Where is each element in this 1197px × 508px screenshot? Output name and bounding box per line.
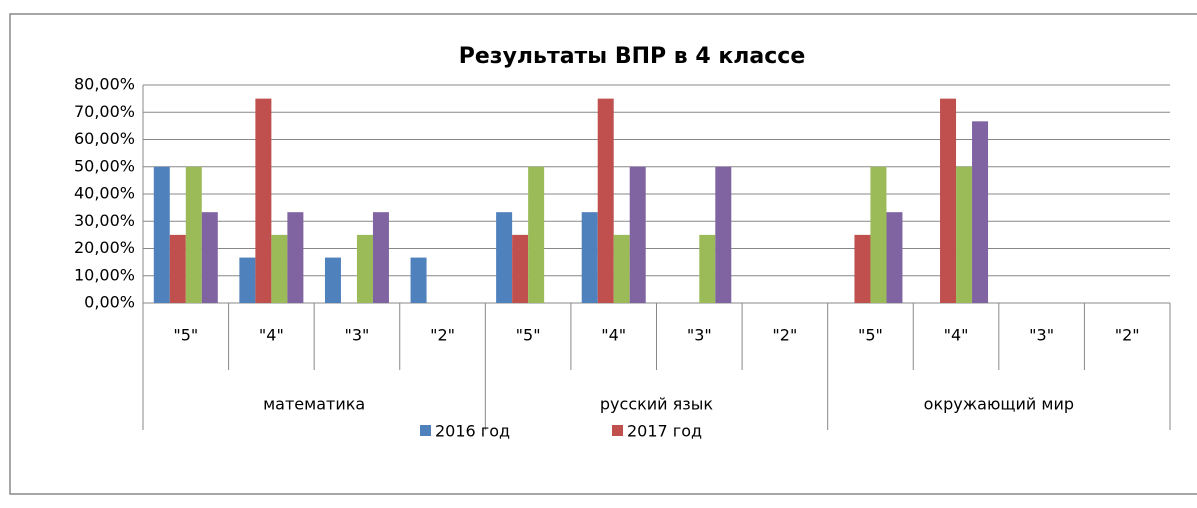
y-tick-label: 40,00% bbox=[74, 184, 135, 203]
bar bbox=[410, 257, 427, 303]
x-tick-label: "5" bbox=[516, 326, 541, 345]
bar bbox=[940, 98, 957, 303]
x-tick-label: "5" bbox=[858, 326, 883, 345]
bar bbox=[870, 166, 887, 303]
x-tick-label: "2" bbox=[772, 326, 797, 345]
bar bbox=[715, 166, 732, 303]
bar bbox=[956, 166, 973, 303]
bar bbox=[854, 234, 871, 303]
bar bbox=[271, 234, 288, 303]
bar bbox=[356, 234, 373, 303]
bar bbox=[629, 166, 646, 303]
y-tick-label: 50,00% bbox=[74, 156, 135, 175]
bar bbox=[287, 212, 304, 303]
chart-title: Результаты ВПР в 4 классе bbox=[459, 44, 806, 69]
bar bbox=[201, 212, 218, 303]
bar bbox=[169, 234, 186, 303]
y-tick-label: 30,00% bbox=[74, 211, 135, 230]
bar bbox=[528, 166, 545, 303]
x-tick-label: "4" bbox=[601, 326, 626, 345]
bar bbox=[886, 212, 903, 303]
bar bbox=[185, 166, 202, 303]
bar bbox=[496, 212, 513, 303]
bar bbox=[972, 121, 989, 303]
group-label: русский язык bbox=[600, 395, 714, 414]
bar bbox=[153, 166, 170, 303]
legend-label: 2016 год bbox=[435, 422, 510, 441]
bar bbox=[512, 234, 529, 303]
legend-label: 2017 год bbox=[627, 422, 702, 441]
bar bbox=[597, 98, 614, 303]
x-tick-label: "2" bbox=[1115, 326, 1140, 345]
y-tick-label: 80,00% bbox=[74, 75, 135, 94]
x-tick-label: "3" bbox=[345, 326, 370, 345]
y-tick-label: 20,00% bbox=[74, 238, 135, 257]
bar bbox=[613, 234, 630, 303]
y-tick-label: 60,00% bbox=[74, 129, 135, 148]
bar bbox=[324, 257, 341, 303]
group-label: окружающий мир bbox=[924, 395, 1074, 414]
bar bbox=[372, 212, 389, 303]
group-label: математика bbox=[263, 395, 365, 414]
y-tick-label: 0,00% bbox=[84, 293, 135, 312]
bar bbox=[699, 234, 716, 303]
x-tick-label: "3" bbox=[687, 326, 712, 345]
y-tick-label: 10,00% bbox=[74, 265, 135, 284]
x-tick-label: "2" bbox=[430, 326, 455, 345]
x-tick-label: "4" bbox=[259, 326, 284, 345]
x-tick-label: "3" bbox=[1029, 326, 1054, 345]
x-tick-label: "4" bbox=[944, 326, 969, 345]
bar bbox=[255, 98, 272, 303]
legend-swatch bbox=[420, 425, 431, 436]
bar bbox=[581, 212, 598, 303]
legend-swatch bbox=[612, 425, 623, 436]
x-tick-label: "5" bbox=[173, 326, 198, 345]
bar bbox=[239, 257, 256, 303]
y-tick-label: 70,00% bbox=[74, 102, 135, 121]
